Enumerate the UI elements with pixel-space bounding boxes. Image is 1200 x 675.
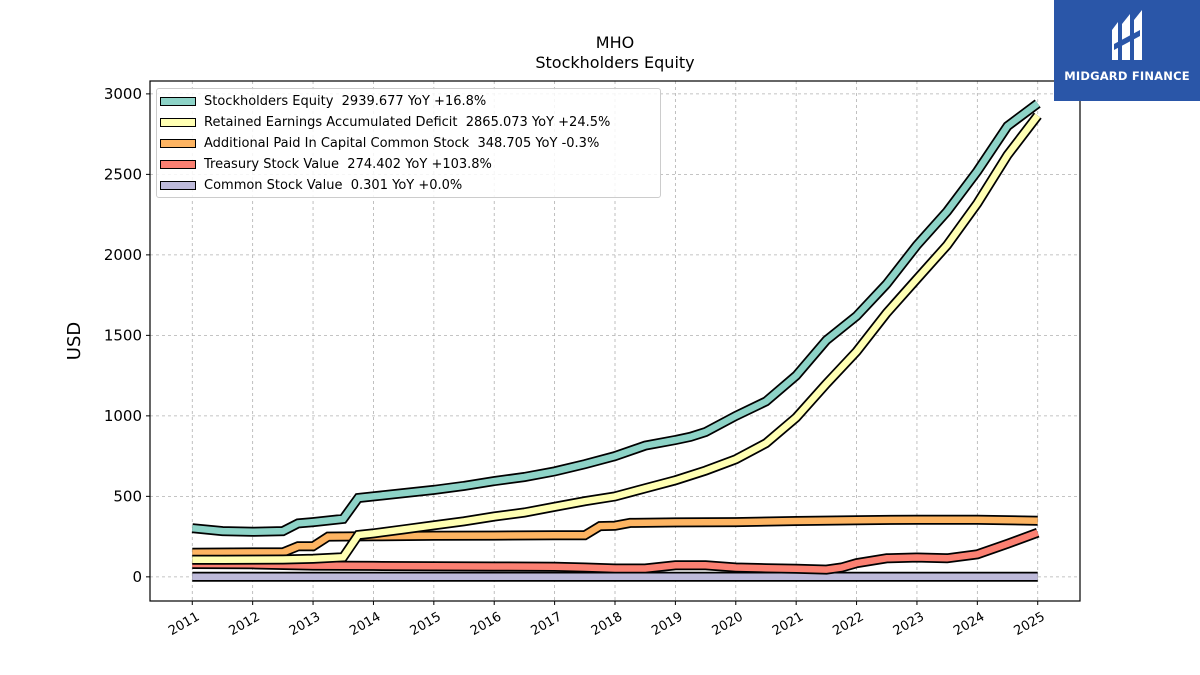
legend-label: Common Stock Value 0.301 YoY +0.0% bbox=[204, 177, 463, 193]
series-line bbox=[192, 113, 1041, 564]
x-tick-label: 2011 bbox=[166, 609, 202, 639]
x-tick-label: 2023 bbox=[891, 609, 927, 639]
y-axis-label: USD bbox=[64, 322, 85, 360]
x-tick-label: 2014 bbox=[347, 609, 383, 639]
x-tick-label: 2016 bbox=[468, 609, 504, 639]
chart-subtitle: Stockholders Equity bbox=[535, 53, 694, 72]
legend: Stockholders Equity 2939.677 YoY +16.8% … bbox=[156, 88, 661, 198]
x-tick-label: 2012 bbox=[227, 609, 263, 639]
series-line bbox=[192, 529, 1039, 573]
y-tick-label: 500 bbox=[113, 487, 142, 505]
series-line bbox=[191, 100, 1040, 536]
x-tick-label: 2021 bbox=[770, 609, 806, 639]
legend-item-treasury-stock: Treasury Stock Value 274.402 YoY +103.8% bbox=[160, 154, 492, 174]
chart-title: MHO bbox=[596, 33, 634, 52]
legend-swatch bbox=[160, 96, 196, 106]
legend-swatch bbox=[160, 180, 196, 190]
y-tick-label: 3000 bbox=[104, 85, 142, 103]
x-tick-label: 2022 bbox=[830, 609, 866, 639]
y-tick-label: 1500 bbox=[104, 326, 142, 344]
midgard-finance-logo: MIDGARD FINANCE bbox=[1054, 0, 1200, 101]
x-tick-label: 2017 bbox=[528, 609, 564, 639]
x-tick-label: 2025 bbox=[1012, 609, 1048, 639]
legend-item-additional-paid-in-capital: Additional Paid In Capital Common Stock … bbox=[160, 133, 599, 153]
x-tick-label: 2018 bbox=[589, 609, 625, 639]
x-tick-label: 2015 bbox=[408, 609, 444, 639]
legend-swatch bbox=[160, 159, 196, 169]
legend-label: Additional Paid In Capital Common Stock … bbox=[204, 135, 600, 151]
legend-item-common-stock: Common Stock Value 0.301 YoY +0.0% bbox=[160, 175, 462, 195]
legend-label: Stockholders Equity 2939.677 YoY +16.8% bbox=[204, 93, 487, 109]
legend-item-retained-earnings: Retained Earnings Accumulated Deficit 28… bbox=[160, 112, 610, 132]
y-tick-label: 1000 bbox=[104, 407, 142, 425]
series-line bbox=[192, 516, 1038, 556]
y-tick-label: 0 bbox=[132, 568, 142, 586]
x-tick-label: 2020 bbox=[710, 609, 746, 639]
x-tick-label: 2024 bbox=[951, 609, 987, 639]
logo-mark-icon bbox=[1112, 10, 1142, 60]
legend-label: Treasury Stock Value 274.402 YoY +103.8% bbox=[204, 156, 492, 172]
legend-swatch bbox=[160, 138, 196, 148]
x-tick-label: 2019 bbox=[649, 609, 685, 639]
y-tick-label: 2000 bbox=[104, 246, 142, 264]
legend-item-stockholders-equity: Stockholders Equity 2939.677 YoY +16.8% bbox=[160, 91, 486, 111]
x-tick-label: 2013 bbox=[287, 609, 323, 639]
legend-swatch bbox=[160, 117, 196, 127]
legend-label: Retained Earnings Accumulated Deficit 28… bbox=[204, 114, 611, 130]
logo-text: MIDGARD FINANCE bbox=[1064, 69, 1190, 83]
y-tick-label: 2500 bbox=[104, 165, 142, 183]
